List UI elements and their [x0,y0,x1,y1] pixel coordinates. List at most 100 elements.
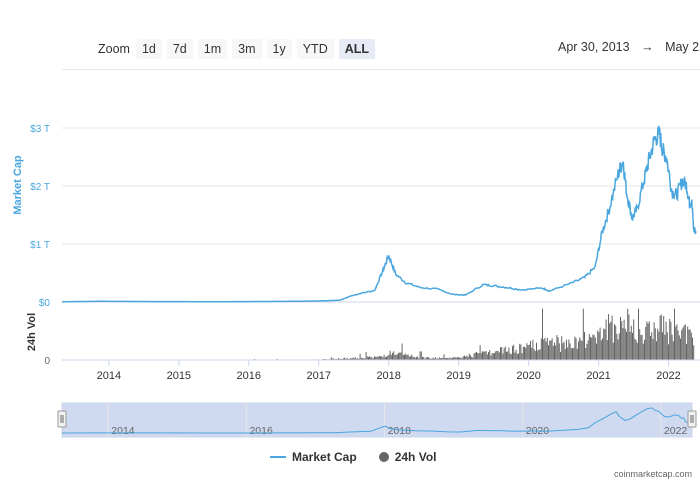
volume-bar [653,322,655,360]
volume-bar [458,357,459,360]
volume-bar [425,357,427,360]
volume-bar [447,357,449,360]
volume-bar [596,343,597,360]
volume-bar [657,328,659,360]
volume-bar [635,340,637,360]
volume-bar [605,319,607,360]
volume-bar [534,350,536,360]
volume-bar [540,338,542,360]
volume-bar [405,353,407,360]
market-cap-series-line [62,125,697,303]
volume-bar [621,321,623,360]
volume-bar [671,334,673,360]
x-tick-label: 2018 [376,370,400,382]
volume-bar [416,357,417,360]
volume-bar [624,328,626,360]
volume-bar [424,358,426,360]
volume-bar [389,350,391,360]
volume-bar [687,326,689,360]
volume-bar [446,358,447,360]
date-to-input[interactable]: May 25, 2 [665,40,700,54]
volume-bar [467,356,469,360]
volume-bar [408,356,410,360]
volume-bar [591,337,593,360]
volume-bar [690,332,692,360]
volume-bar [532,339,534,360]
volume-bar [600,340,602,360]
volume-bar [569,343,571,360]
volume-bar [530,340,531,360]
zoom-ytd-button[interactable]: YTD [296,39,334,59]
volume-bar [466,355,468,360]
volume-bar [612,342,614,360]
volume-bar [509,353,511,360]
volume-bar [675,326,677,360]
volume-bar [384,357,386,360]
credit-text: coinmarketcap.com [613,469,692,479]
volume-bar [520,344,522,360]
zoom-1d-button[interactable]: 1d [135,39,162,59]
volume-bar [375,356,377,360]
volume-bar [546,337,548,360]
volume-bar [394,354,396,360]
volume-bar [640,334,642,360]
legend-item-volume[interactable]: 24h Vol [378,450,436,464]
navigator-tick-label: 2016 [249,425,273,437]
volume-bar [422,356,423,360]
y-tick-label: $1 T [30,240,50,251]
zoom-7d-button[interactable]: 7d [166,39,193,59]
volume-bar [581,341,583,360]
volume-bar [674,308,675,360]
volume-bar [684,324,686,360]
volume-bar [514,352,516,360]
volume-bar [575,338,577,360]
volume-bar [642,343,644,360]
volume-bar [388,354,390,360]
navigator-tick-label: 2018 [388,425,412,437]
volume-bar [617,339,619,360]
volume-bar [438,357,440,360]
volume-bar [492,353,494,360]
volume-bar [358,358,360,360]
volume-bar [344,357,345,360]
volume-bar [602,338,603,360]
date-from-input[interactable]: Apr 30, 2013 [558,40,630,54]
legend-item-market-cap[interactable]: Market Cap [270,450,357,464]
zoom-all-button[interactable]: ALL [338,39,376,59]
volume-bar [502,353,504,360]
navigator[interactable]: 2014 2016 2018 2020 2022 [57,402,697,438]
volume-bar [561,336,563,360]
volume-bar [395,354,397,360]
volume-bar [357,358,359,360]
volume-bar [496,350,498,360]
volume-bar [558,343,560,360]
volume-bar [507,351,509,360]
volume-bar [576,348,578,360]
volume-bar [495,351,497,360]
volume-bar [663,316,665,360]
volume-bar [620,316,621,360]
volume-bar [374,356,375,360]
volume-bar [430,358,432,360]
volume-bar [665,321,667,360]
volume-bar [683,325,685,360]
zoom-1y-button[interactable]: 1y [266,39,292,59]
zoom-3m-button[interactable]: 3m [232,39,262,59]
volume-bar [402,354,404,360]
zoom-bar: Zoom 1d 7d 1m 3m 1y YTD ALL [98,38,380,60]
volume-bar [412,356,414,360]
volume-bar [506,351,507,360]
volume-bar [350,358,351,360]
volume-bar [636,342,638,360]
volume-bar [592,334,594,360]
volume-bar [587,340,589,360]
x-tick-label: 2014 [97,370,121,382]
volume-bar [548,345,549,360]
volume-bar [435,357,437,360]
volume-bar [609,323,611,360]
zoom-1m-button[interactable]: 1m [197,39,228,59]
volume-bar [652,339,654,360]
volume-bar [410,356,411,360]
volume-axis-tick-0: 0 [44,356,50,367]
volume-bar [383,354,385,360]
